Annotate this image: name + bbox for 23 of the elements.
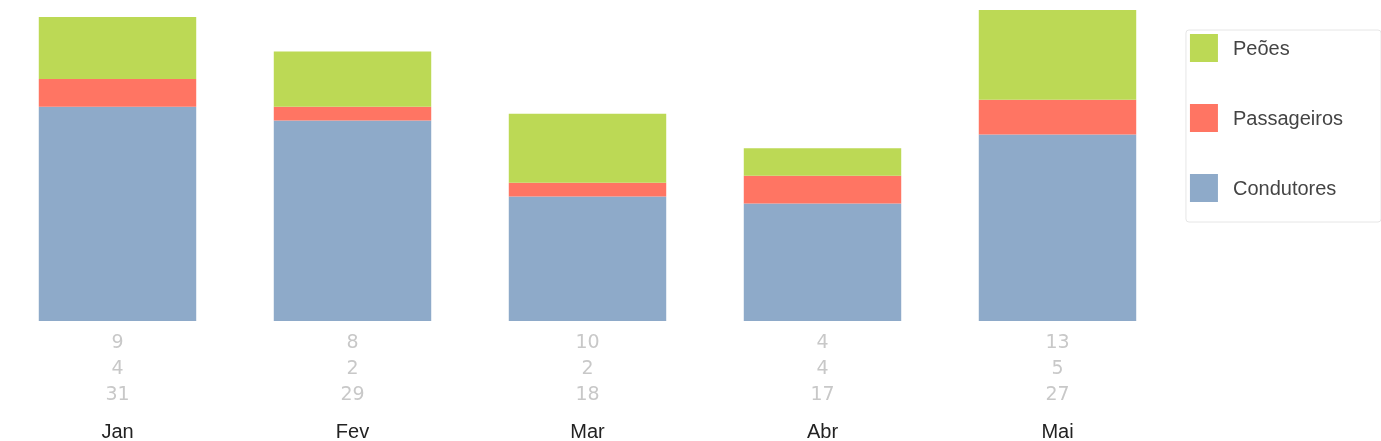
x-tick-label: Abr — [806, 420, 839, 441]
legend-label: Condutores — [1232, 177, 1337, 199]
bar — [978, 99, 1137, 135]
bar — [508, 182, 667, 197]
bar — [38, 16, 197, 80]
x-tick-label: Mai — [1041, 420, 1074, 441]
legend-label: Passageiros — [1232, 107, 1343, 129]
bar — [743, 203, 902, 321]
bar — [508, 113, 667, 183]
x-tick-label: Fev — [335, 420, 370, 441]
bar — [743, 148, 902, 176]
bar — [978, 10, 1137, 100]
bar — [273, 106, 432, 121]
x-tick-label: Jan — [101, 420, 134, 441]
bar — [38, 79, 197, 107]
x-tick-label: Mar — [570, 420, 606, 441]
bar — [273, 120, 432, 321]
legend-label: Peões — [1232, 37, 1290, 59]
bar — [38, 106, 197, 321]
bar — [273, 51, 432, 107]
bar — [508, 196, 667, 321]
bar — [743, 175, 902, 204]
bar — [978, 134, 1137, 321]
